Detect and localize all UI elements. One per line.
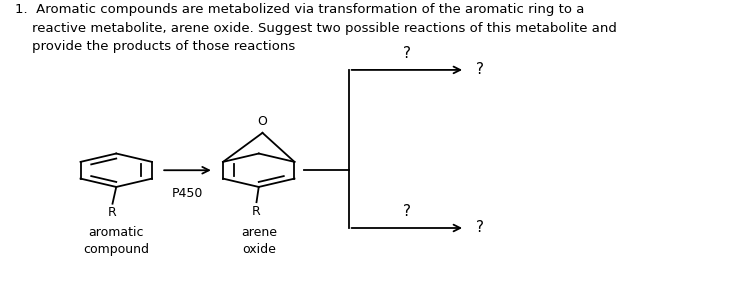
Text: R: R (108, 206, 117, 219)
Text: P450: P450 (172, 187, 203, 200)
Text: aromatic
compound: aromatic compound (83, 226, 149, 257)
Text: ?: ? (403, 46, 411, 61)
Text: ?: ? (403, 204, 411, 219)
Text: O: O (257, 115, 268, 128)
Text: 1.  Aromatic compounds are metabolized via transformation of the aromatic ring t: 1. Aromatic compounds are metabolized vi… (15, 3, 616, 53)
Text: ?: ? (476, 62, 484, 78)
Text: ?: ? (476, 220, 484, 236)
Text: arene
oxide: arene oxide (241, 226, 277, 257)
Text: R: R (252, 205, 261, 218)
